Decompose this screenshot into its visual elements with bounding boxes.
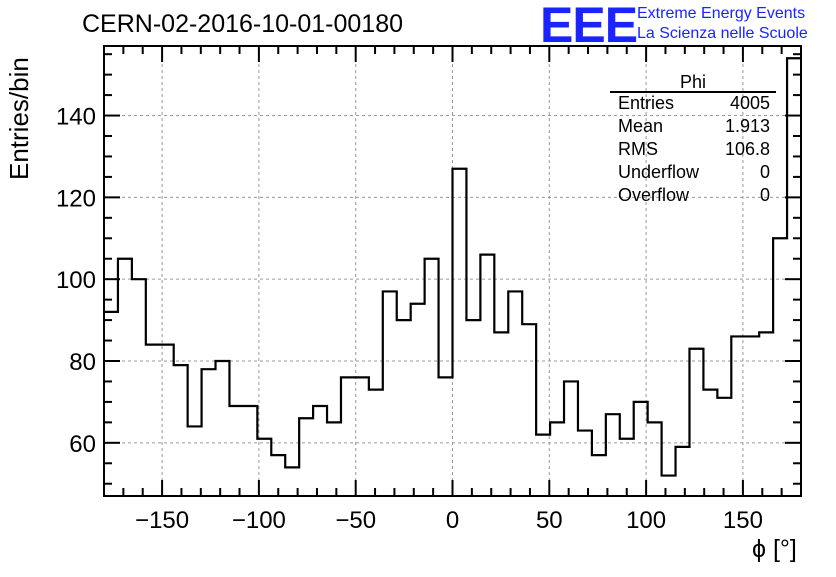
x-tick-label: 100 bbox=[626, 507, 666, 534]
x-tick-label: 150 bbox=[723, 507, 763, 534]
y-tick-label: 120 bbox=[56, 185, 96, 212]
stats-row-underflow: Underflow 0 bbox=[618, 162, 770, 183]
logo-caption-line1: Extreme Energy Events bbox=[637, 5, 806, 22]
x-tick-label: 0 bbox=[446, 507, 459, 534]
stats-label: RMS bbox=[618, 139, 658, 159]
y-axis-label: Entries/bin bbox=[4, 57, 34, 180]
stats-label: Overflow bbox=[618, 185, 690, 205]
eee-logo-caption: Extreme Energy Events La Scienza nelle S… bbox=[637, 4, 808, 44]
stats-label: Entries bbox=[618, 93, 675, 113]
stats-value: 4005 bbox=[729, 93, 770, 113]
stats-row-entries: Entries 4005 bbox=[618, 93, 770, 114]
y-tick-label: 60 bbox=[69, 431, 96, 458]
stats-box-divider bbox=[610, 91, 776, 93]
eee-logo: EEE bbox=[540, 0, 638, 53]
stats-value: 106.8 bbox=[724, 139, 770, 159]
x-axis-label: ϕ [°] bbox=[752, 535, 797, 563]
x-tick-label: −50 bbox=[335, 507, 376, 534]
stats-value: 0 bbox=[759, 162, 770, 182]
x-tick-label: −150 bbox=[135, 507, 189, 534]
logo-caption-line2: La Scienza nelle Scuole bbox=[637, 25, 808, 42]
stats-row-overflow: Overflow 0 bbox=[618, 185, 770, 206]
stats-row-mean: Mean 1.913 bbox=[618, 116, 770, 137]
x-tick-label: −100 bbox=[232, 507, 286, 534]
histogram-series bbox=[104, 57, 801, 477]
y-tick-label: 80 bbox=[69, 349, 96, 376]
y-tick-label: 100 bbox=[56, 267, 96, 294]
stats-label: Mean bbox=[618, 116, 664, 136]
x-tick-label: 50 bbox=[536, 507, 563, 534]
stats-box-title: Phi bbox=[679, 72, 706, 92]
stats-label: Underflow bbox=[618, 162, 700, 182]
stats-row-rms: RMS 106.8 bbox=[618, 139, 770, 160]
y-tick-label: 140 bbox=[56, 104, 96, 131]
stats-value: 0 bbox=[759, 185, 770, 205]
chart-title: CERN-02-2016-10-01-00180 bbox=[82, 10, 404, 38]
stats-value: 1.913 bbox=[724, 116, 770, 136]
